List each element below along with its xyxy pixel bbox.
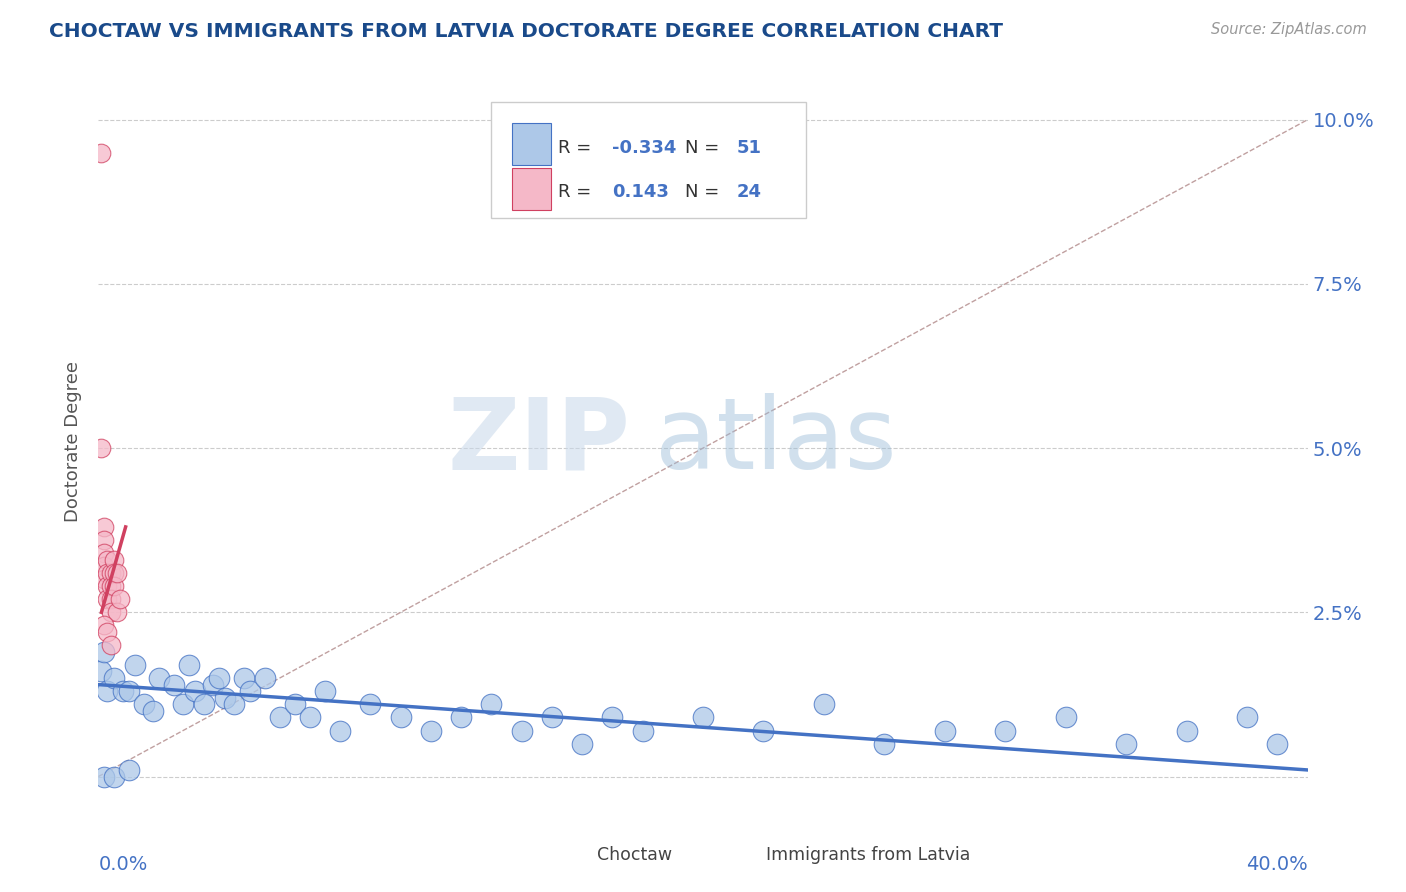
FancyBboxPatch shape bbox=[512, 123, 551, 165]
Point bbox=[239, 684, 262, 698]
FancyBboxPatch shape bbox=[512, 168, 551, 210]
Point bbox=[1175, 723, 1198, 738]
Point bbox=[90, 441, 112, 455]
Point bbox=[132, 698, 155, 712]
Point bbox=[105, 566, 128, 580]
Point bbox=[1115, 737, 1137, 751]
Point bbox=[193, 698, 215, 712]
Point bbox=[90, 145, 112, 160]
Point bbox=[208, 671, 231, 685]
Text: Choctaw: Choctaw bbox=[596, 846, 672, 863]
Text: 51: 51 bbox=[737, 138, 762, 157]
Point bbox=[269, 710, 291, 724]
Text: 0.0%: 0.0% bbox=[98, 855, 148, 874]
Text: 24: 24 bbox=[737, 183, 762, 201]
Point bbox=[93, 520, 115, 534]
Point bbox=[232, 671, 254, 685]
Point bbox=[93, 559, 115, 574]
Point bbox=[93, 645, 115, 659]
Point bbox=[93, 770, 115, 784]
Text: -0.334: -0.334 bbox=[613, 138, 676, 157]
Point bbox=[118, 763, 141, 777]
Point bbox=[100, 605, 122, 619]
Point bbox=[118, 684, 141, 698]
Point bbox=[90, 665, 112, 679]
FancyBboxPatch shape bbox=[724, 835, 758, 869]
Point bbox=[179, 657, 201, 672]
Point bbox=[253, 671, 276, 685]
Text: N =: N = bbox=[685, 183, 725, 201]
Point bbox=[108, 592, 131, 607]
Text: CHOCTAW VS IMMIGRANTS FROM LATVIA DOCTORATE DEGREE CORRELATION CHART: CHOCTAW VS IMMIGRANTS FROM LATVIA DOCTOR… bbox=[49, 22, 1004, 41]
Text: 40.0%: 40.0% bbox=[1246, 855, 1308, 874]
Y-axis label: Doctorate Degree: Doctorate Degree bbox=[65, 361, 83, 522]
FancyBboxPatch shape bbox=[554, 835, 588, 869]
Point bbox=[329, 723, 352, 738]
Point bbox=[873, 737, 896, 751]
Point bbox=[224, 698, 246, 712]
Point bbox=[103, 770, 125, 784]
Point bbox=[100, 638, 122, 652]
Point bbox=[93, 546, 115, 560]
Point bbox=[420, 723, 443, 738]
Point bbox=[96, 592, 118, 607]
Point bbox=[540, 710, 562, 724]
Point bbox=[631, 723, 654, 738]
Point bbox=[96, 684, 118, 698]
Point bbox=[93, 573, 115, 587]
Point bbox=[96, 566, 118, 580]
Text: R =: R = bbox=[558, 138, 598, 157]
Point bbox=[93, 618, 115, 632]
Point bbox=[284, 698, 307, 712]
Point bbox=[994, 723, 1017, 738]
Point bbox=[103, 553, 125, 567]
Point bbox=[481, 698, 503, 712]
Point bbox=[103, 566, 125, 580]
Point bbox=[752, 723, 775, 738]
Text: atlas: atlas bbox=[655, 393, 896, 490]
Text: N =: N = bbox=[685, 138, 725, 157]
Point bbox=[360, 698, 382, 712]
Point bbox=[184, 684, 207, 698]
Point bbox=[202, 677, 225, 691]
Point bbox=[96, 579, 118, 593]
Text: Immigrants from Latvia: Immigrants from Latvia bbox=[766, 846, 970, 863]
Point bbox=[148, 671, 170, 685]
Point bbox=[103, 579, 125, 593]
Point bbox=[214, 690, 236, 705]
Point bbox=[314, 684, 336, 698]
Point bbox=[93, 533, 115, 547]
Point bbox=[103, 671, 125, 685]
FancyBboxPatch shape bbox=[492, 102, 806, 218]
Point bbox=[299, 710, 322, 724]
Point bbox=[1236, 710, 1258, 724]
Point bbox=[934, 723, 956, 738]
Point bbox=[100, 579, 122, 593]
Text: R =: R = bbox=[558, 183, 598, 201]
Point bbox=[163, 677, 186, 691]
Point bbox=[602, 710, 624, 724]
Point bbox=[389, 710, 412, 724]
Point bbox=[510, 723, 533, 738]
Point bbox=[813, 698, 835, 712]
Point bbox=[172, 698, 194, 712]
Text: Source: ZipAtlas.com: Source: ZipAtlas.com bbox=[1211, 22, 1367, 37]
Point bbox=[96, 625, 118, 640]
Point bbox=[450, 710, 472, 724]
Text: ZIP: ZIP bbox=[447, 393, 630, 490]
Text: 0.143: 0.143 bbox=[613, 183, 669, 201]
Point bbox=[571, 737, 593, 751]
Point bbox=[1267, 737, 1289, 751]
Point bbox=[692, 710, 714, 724]
Point bbox=[96, 553, 118, 567]
Point bbox=[142, 704, 165, 718]
Point bbox=[1054, 710, 1077, 724]
Point bbox=[111, 684, 134, 698]
Point bbox=[100, 592, 122, 607]
Point bbox=[124, 657, 146, 672]
Point bbox=[105, 605, 128, 619]
Point bbox=[100, 566, 122, 580]
